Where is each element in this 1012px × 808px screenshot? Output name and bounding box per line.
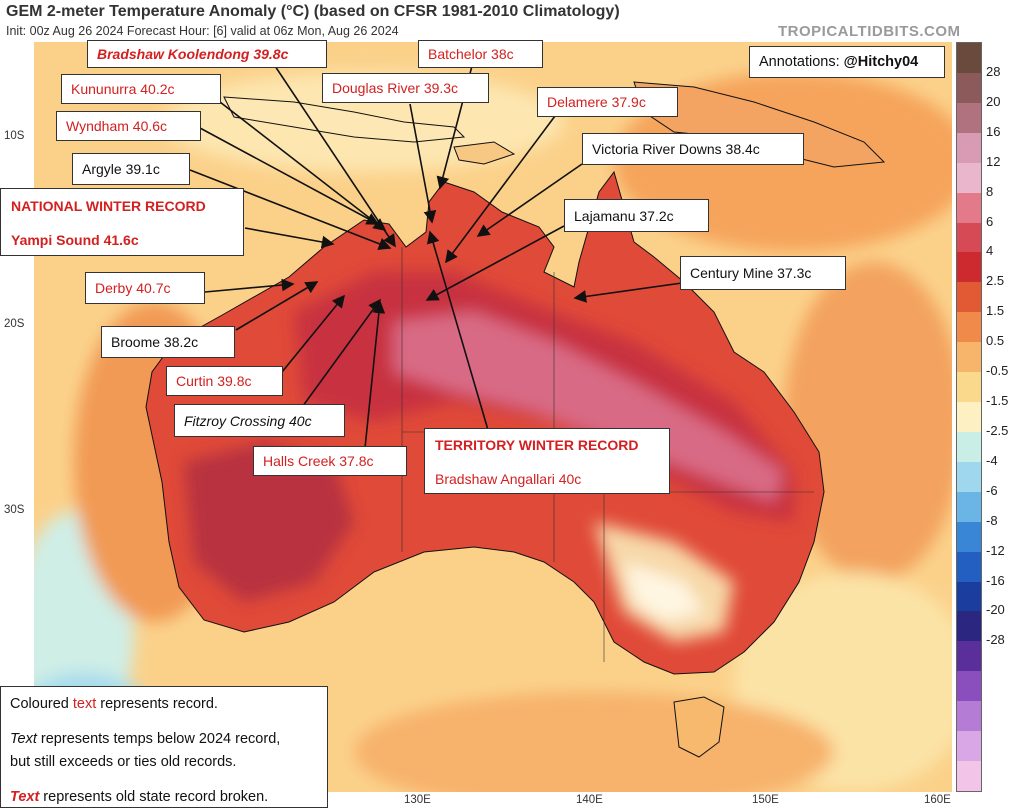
label-yampi-sound: Yampi Sound 41.6c bbox=[11, 232, 139, 248]
colorbar-segment bbox=[957, 611, 981, 642]
label-broome: Broome 38.2c bbox=[101, 326, 235, 358]
colorbar-segment bbox=[957, 102, 981, 134]
colorbar-segment bbox=[957, 731, 981, 762]
colorbar-tick-label: -6 bbox=[986, 482, 998, 498]
colorbar-tick-label: -20 bbox=[986, 602, 1005, 618]
colorbar-tick-label: 20 bbox=[986, 93, 1001, 109]
header: GEM 2-meter Temperature Anomaly (°C) (ba… bbox=[0, 0, 1012, 42]
credit-handle: @Hitchy04 bbox=[843, 54, 919, 70]
colorbar-segment bbox=[957, 521, 981, 553]
colorbar-tick-label: 6 bbox=[986, 213, 994, 229]
colorbar-segment bbox=[957, 402, 981, 433]
label-kununurra: Kununurra 40.2c bbox=[61, 74, 221, 104]
new-guinea bbox=[633, 81, 886, 168]
colorbar-tick-label: -12 bbox=[986, 542, 1005, 558]
colorbar-segment bbox=[957, 342, 981, 373]
credit-label: Annotations: bbox=[759, 54, 840, 70]
brand-watermark: TROPICALTIDBITS.COM bbox=[778, 23, 961, 40]
label-wyndham: Wyndham 40.6c bbox=[56, 111, 201, 141]
territory-winter-record-box: TERRITORY WINTER RECORD Bradshaw Angalla… bbox=[424, 428, 670, 494]
lat-label-30s: 30S bbox=[4, 504, 25, 516]
legend-line-4: Text represents old state record broken. bbox=[10, 789, 269, 805]
label-century-mine: Century Mine 37.3c bbox=[680, 256, 846, 290]
colorbar-segment bbox=[957, 372, 981, 403]
label-halls-creek: Halls Creek 37.8c bbox=[253, 446, 407, 476]
colorbar bbox=[956, 42, 982, 792]
colorbar-segment bbox=[957, 312, 981, 343]
territory-record-title: TERRITORY WINTER RECORD bbox=[435, 437, 639, 453]
label-douglas-river: Douglas River 39.3c bbox=[322, 73, 489, 103]
colorbar-segment bbox=[957, 551, 981, 583]
tasmania bbox=[673, 696, 725, 758]
label-fitzroy-crossing: Fitzroy Crossing 40c bbox=[174, 404, 345, 437]
colorbar-tick-label: 4 bbox=[986, 243, 994, 259]
map-title: GEM 2-meter Temperature Anomaly (°C) (ba… bbox=[6, 3, 620, 20]
colorbar-segment bbox=[957, 431, 981, 463]
colorbar-segment bbox=[957, 641, 981, 672]
colorbar-tick-label: 0.5 bbox=[986, 333, 1005, 349]
colorbar-segment bbox=[957, 192, 981, 223]
annotations-credit: Annotations: @Hitchy04 bbox=[749, 46, 945, 78]
colorbar-tick-label: -2.5 bbox=[986, 422, 1009, 438]
colorbar-tick-label: 2.5 bbox=[986, 273, 1005, 289]
label-lajamanu: Lajamanu 37.2c bbox=[564, 199, 709, 232]
colorbar-tick-label: 16 bbox=[986, 123, 1001, 139]
colorbar-tick-label: 1.5 bbox=[986, 303, 1005, 319]
lat-label-20s: 20S bbox=[4, 318, 25, 330]
colorbar-segment bbox=[957, 581, 981, 612]
legend-box: Coloured text represents record. Text re… bbox=[0, 686, 328, 808]
label-victoria-river-downs: Victoria River Downs 38.4c bbox=[582, 133, 804, 165]
colorbar-tick-label: -28 bbox=[986, 632, 1005, 648]
legend-line-3: but still exceeds or ties old records. bbox=[10, 754, 237, 770]
lon-label-160e: 160E bbox=[924, 794, 951, 806]
label-derby: Derby 40.7c bbox=[85, 272, 205, 304]
label-delamere: Delamere 37.9c bbox=[537, 87, 678, 117]
legend-line-1: Coloured text represents record. bbox=[10, 696, 218, 712]
colorbar-tick-label: 12 bbox=[986, 153, 1001, 169]
colorbar-segment bbox=[957, 701, 981, 732]
colorbar-segment bbox=[957, 282, 981, 313]
label-argyle: Argyle 39.1c bbox=[72, 153, 190, 185]
lat-label-10s: 10S bbox=[4, 130, 25, 142]
colorbar-tick-label: -1.5 bbox=[986, 393, 1009, 409]
colorbar-segment bbox=[957, 252, 981, 283]
label-curtin: Curtin 39.8c bbox=[166, 366, 283, 396]
colorbar-tick-label: -8 bbox=[986, 512, 998, 528]
national-record-title: NATIONAL WINTER RECORD bbox=[11, 198, 206, 214]
colorbar-segment bbox=[957, 461, 981, 493]
colorbar-segment bbox=[957, 761, 981, 792]
colorbar-segment bbox=[957, 491, 981, 523]
colorbar-tick-label: -16 bbox=[986, 572, 1005, 588]
map-subtitle: Init: 00z Aug 26 2024 Forecast Hour: [6]… bbox=[6, 24, 399, 38]
colorbar-tick-label: 8 bbox=[986, 183, 994, 199]
lon-label-140e: 140E bbox=[576, 794, 603, 806]
colorbar-tick-label: 28 bbox=[986, 63, 1001, 79]
lon-label-130e: 130E bbox=[404, 794, 431, 806]
lon-label-150e: 150E bbox=[752, 794, 779, 806]
colorbar-tick-label: -0.5 bbox=[986, 363, 1009, 379]
colorbar-segment bbox=[957, 162, 981, 194]
label-bradshaw-angallari: Bradshaw Angallari 40c bbox=[435, 471, 582, 487]
colorbar-tick-label: -4 bbox=[986, 452, 998, 468]
colorbar-segment bbox=[957, 43, 981, 74]
label-batchelor: Batchelor 38c bbox=[418, 40, 543, 68]
colorbar-segment bbox=[957, 671, 981, 702]
label-bradshaw-koolendong: Bradshaw Koolendong 39.8c bbox=[87, 40, 327, 68]
colorbar-segment bbox=[957, 72, 981, 104]
colorbar-segment bbox=[957, 132, 981, 164]
national-winter-record-box: NATIONAL WINTER RECORD Yampi Sound 41.6c bbox=[0, 188, 244, 256]
legend-line-2: Text represents temps below 2024 record, bbox=[10, 731, 281, 747]
colorbar-segment bbox=[957, 222, 981, 253]
